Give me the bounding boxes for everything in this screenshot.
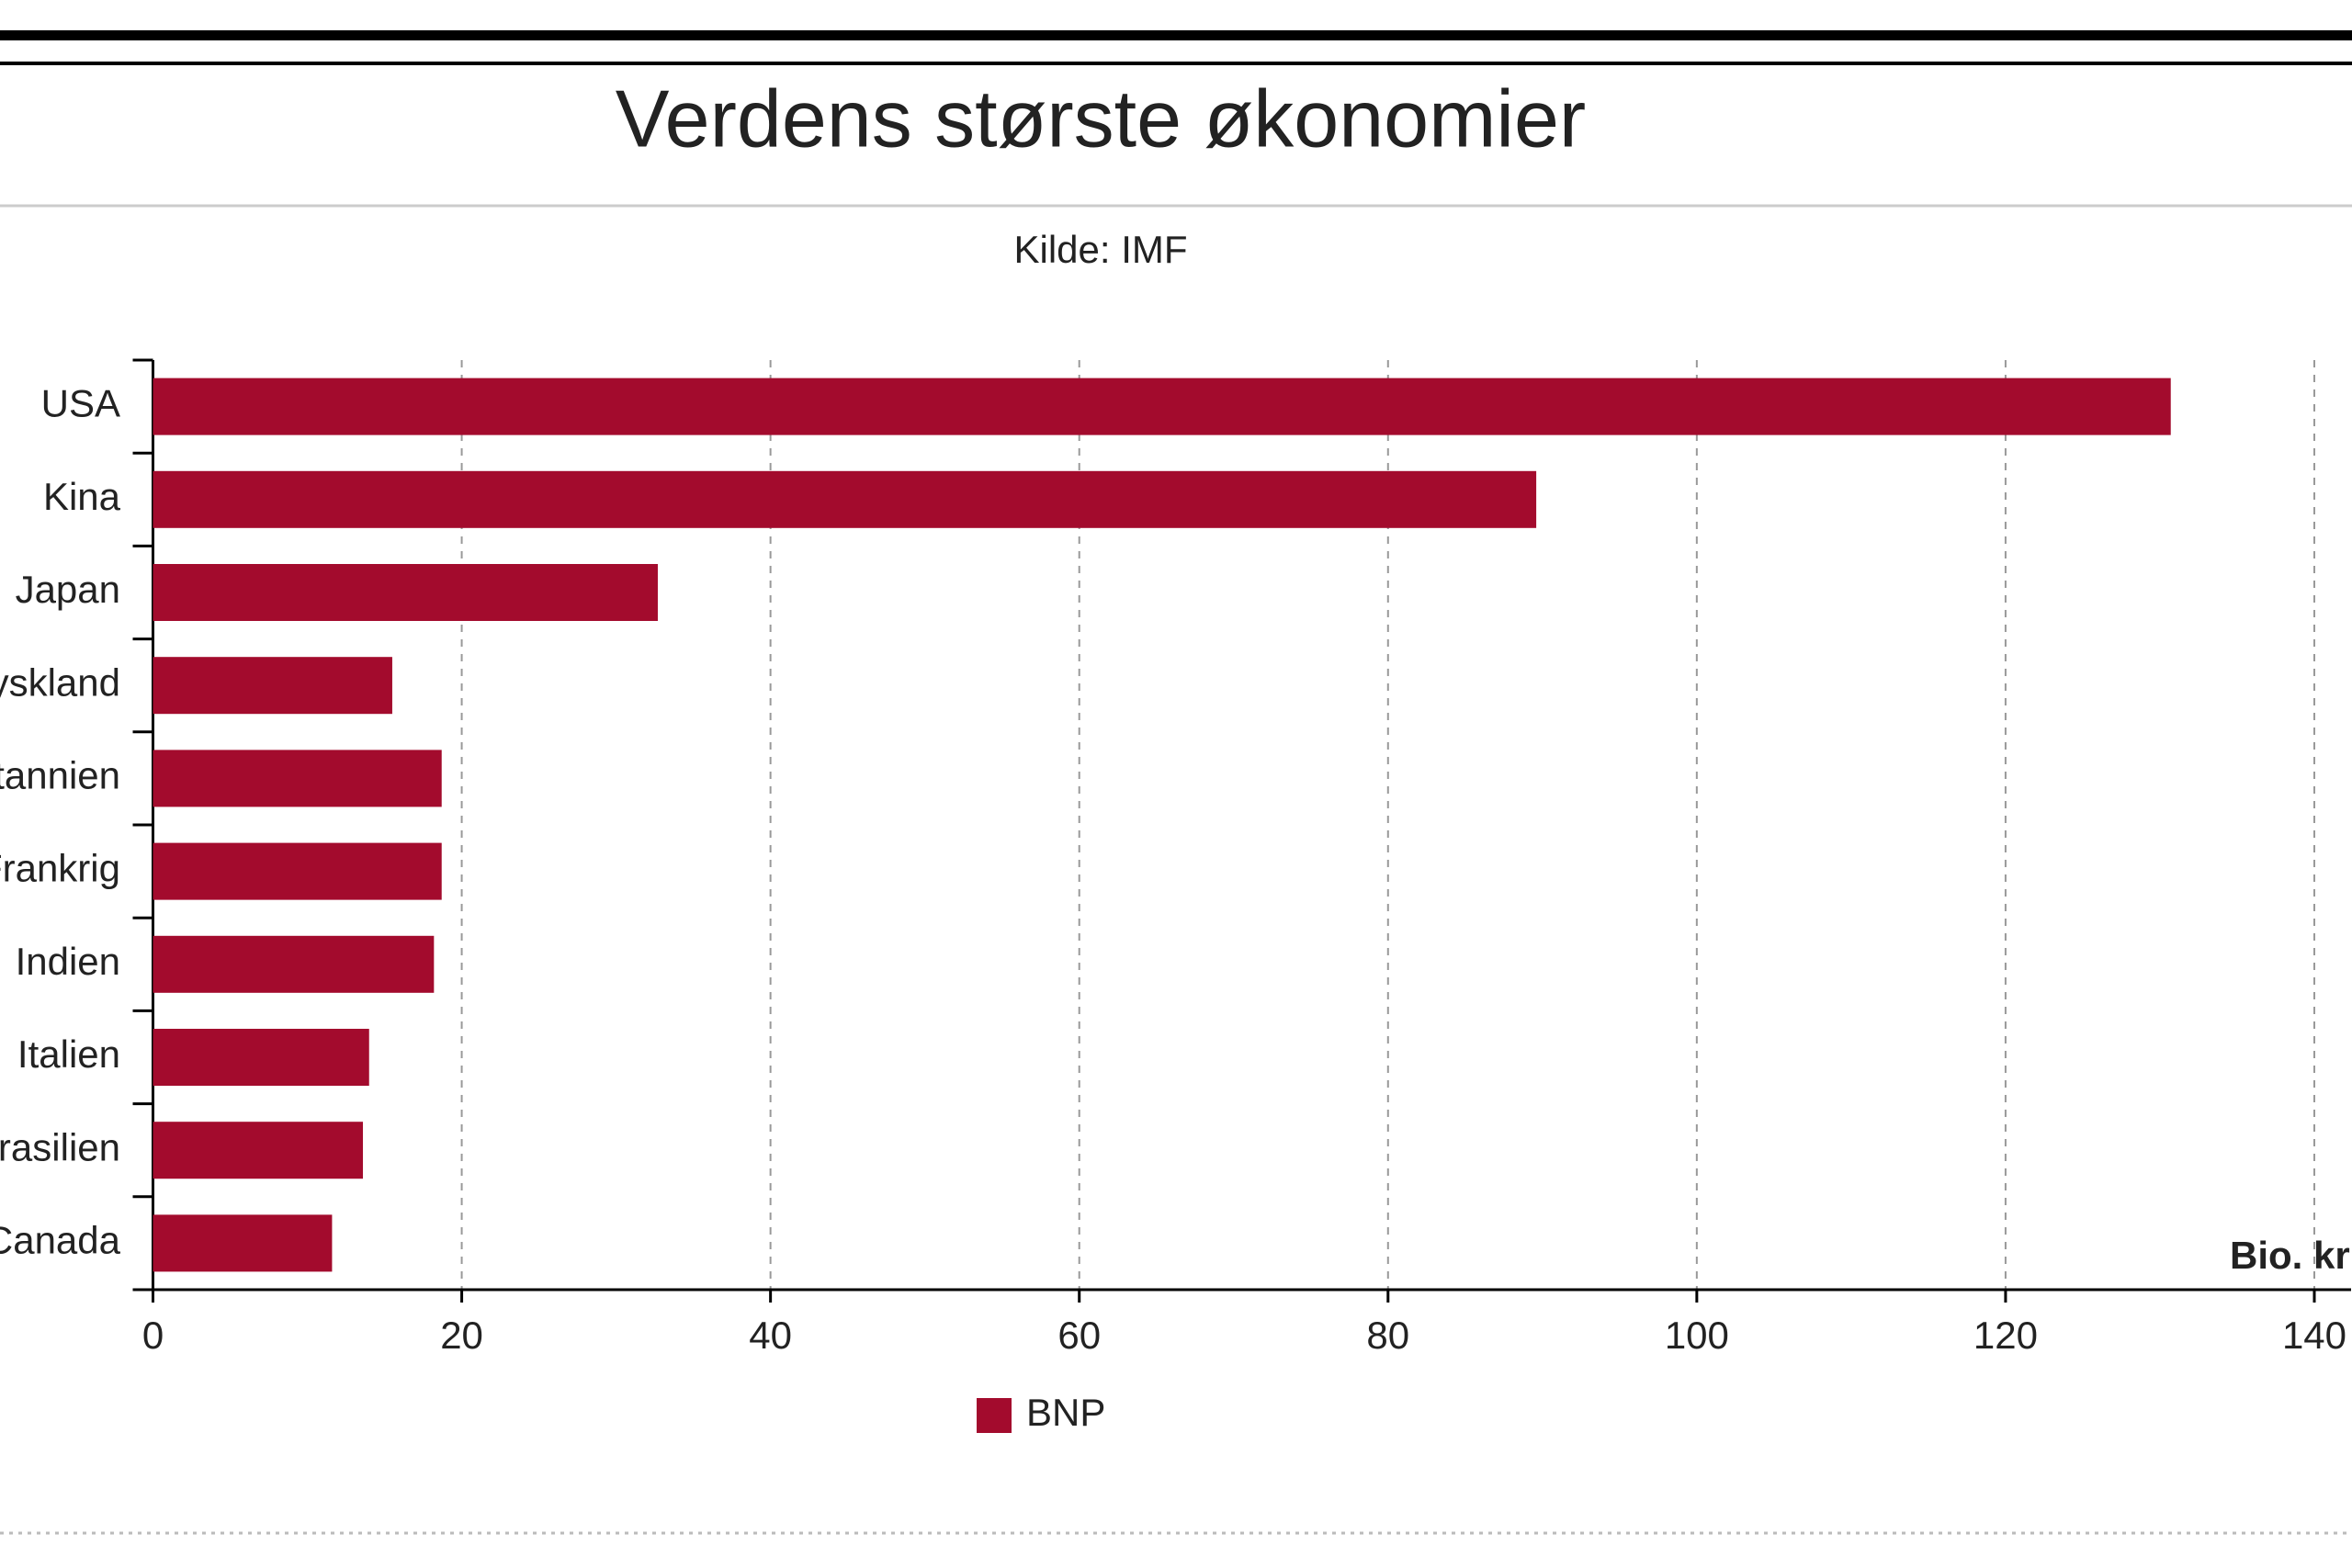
y-tick-label: Italien <box>17 1032 120 1076</box>
legend-label: BNP <box>1026 1391 1105 1434</box>
top-rule-thin <box>0 62 2352 65</box>
x-axis-label: Bio. kr <box>2230 1234 2350 1277</box>
bar <box>153 935 435 993</box>
top-rule <box>0 30 2352 40</box>
x-tick-label: 100 <box>1665 1314 1729 1357</box>
y-tick-label: Japan <box>16 568 120 611</box>
bar <box>153 1214 333 1272</box>
bar <box>153 657 392 715</box>
chart-subtitle: Kilde: IMF <box>1013 228 1187 271</box>
bar <box>153 842 442 900</box>
bar <box>153 378 2171 435</box>
x-tick-label: 60 <box>1057 1314 1101 1357</box>
chart-title: Verdens største økonomier <box>616 73 1586 164</box>
y-tick-label: Kina <box>43 475 121 518</box>
bar <box>153 750 442 807</box>
y-tick-label: USA <box>41 382 120 425</box>
y-tick-label: Indien <box>16 940 120 983</box>
y-tick-label: Storbritannien <box>0 753 120 796</box>
x-tick-label: 20 <box>440 1314 483 1357</box>
x-tick-label: 80 <box>1366 1314 1409 1357</box>
x-tick-label: 140 <box>2282 1314 2346 1357</box>
x-tick-label: 40 <box>749 1314 792 1357</box>
legend-swatch <box>977 1398 1012 1433</box>
x-tick-label: 120 <box>1973 1314 2038 1357</box>
y-tick-label: Tyskland <box>0 660 120 704</box>
bar <box>153 564 658 621</box>
x-tick-label: 0 <box>142 1314 164 1357</box>
bar <box>153 1029 369 1086</box>
y-tick-label: Canada <box>0 1218 121 1261</box>
bar <box>153 470 1537 528</box>
y-tick-label: Frankrig <box>0 847 120 890</box>
y-tick-label: Brasilien <box>0 1125 120 1168</box>
bar <box>153 1122 364 1179</box>
